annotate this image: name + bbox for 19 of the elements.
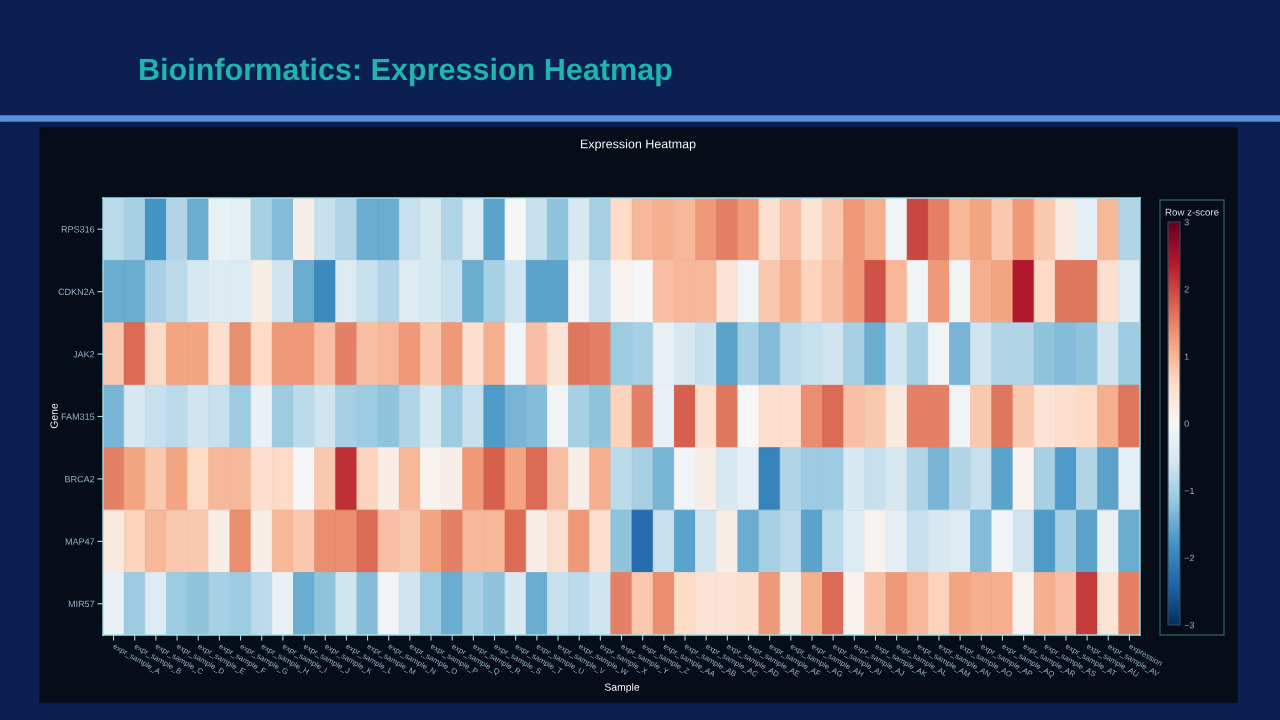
y-tick-label: MAP47 <box>65 538 95 545</box>
color-bar-title: Row z-score <box>1165 208 1219 216</box>
y-tick-label: CDKN2A <box>58 288 95 295</box>
chart-title: Bioinformatics: Expression Heatmap <box>140 57 672 87</box>
y-axis-title: Gene <box>50 403 58 429</box>
color-bar-label: 3 <box>1184 218 1189 226</box>
y-tick-label: BRCA2 <box>65 475 95 483</box>
x-axis-title: Sample <box>604 683 640 693</box>
color-bar-label: 2 <box>1184 286 1189 293</box>
chart-subtitle: Expression Heatmap <box>581 139 696 151</box>
y-tick-label: RPS316 <box>61 226 95 233</box>
y-tick-label: JAK2 <box>73 351 95 358</box>
color-bar-label: −1 <box>1184 487 1195 494</box>
color-bar-label: 0 <box>1184 420 1189 427</box>
color-bar-label: −2 <box>1184 554 1195 562</box>
color-bar-label: −3 <box>1184 621 1195 629</box>
y-tick-label: FAM315 <box>61 413 95 420</box>
color-bar-label: 1 <box>1184 353 1189 360</box>
y-tick-label: MIR57 <box>68 600 95 608</box>
